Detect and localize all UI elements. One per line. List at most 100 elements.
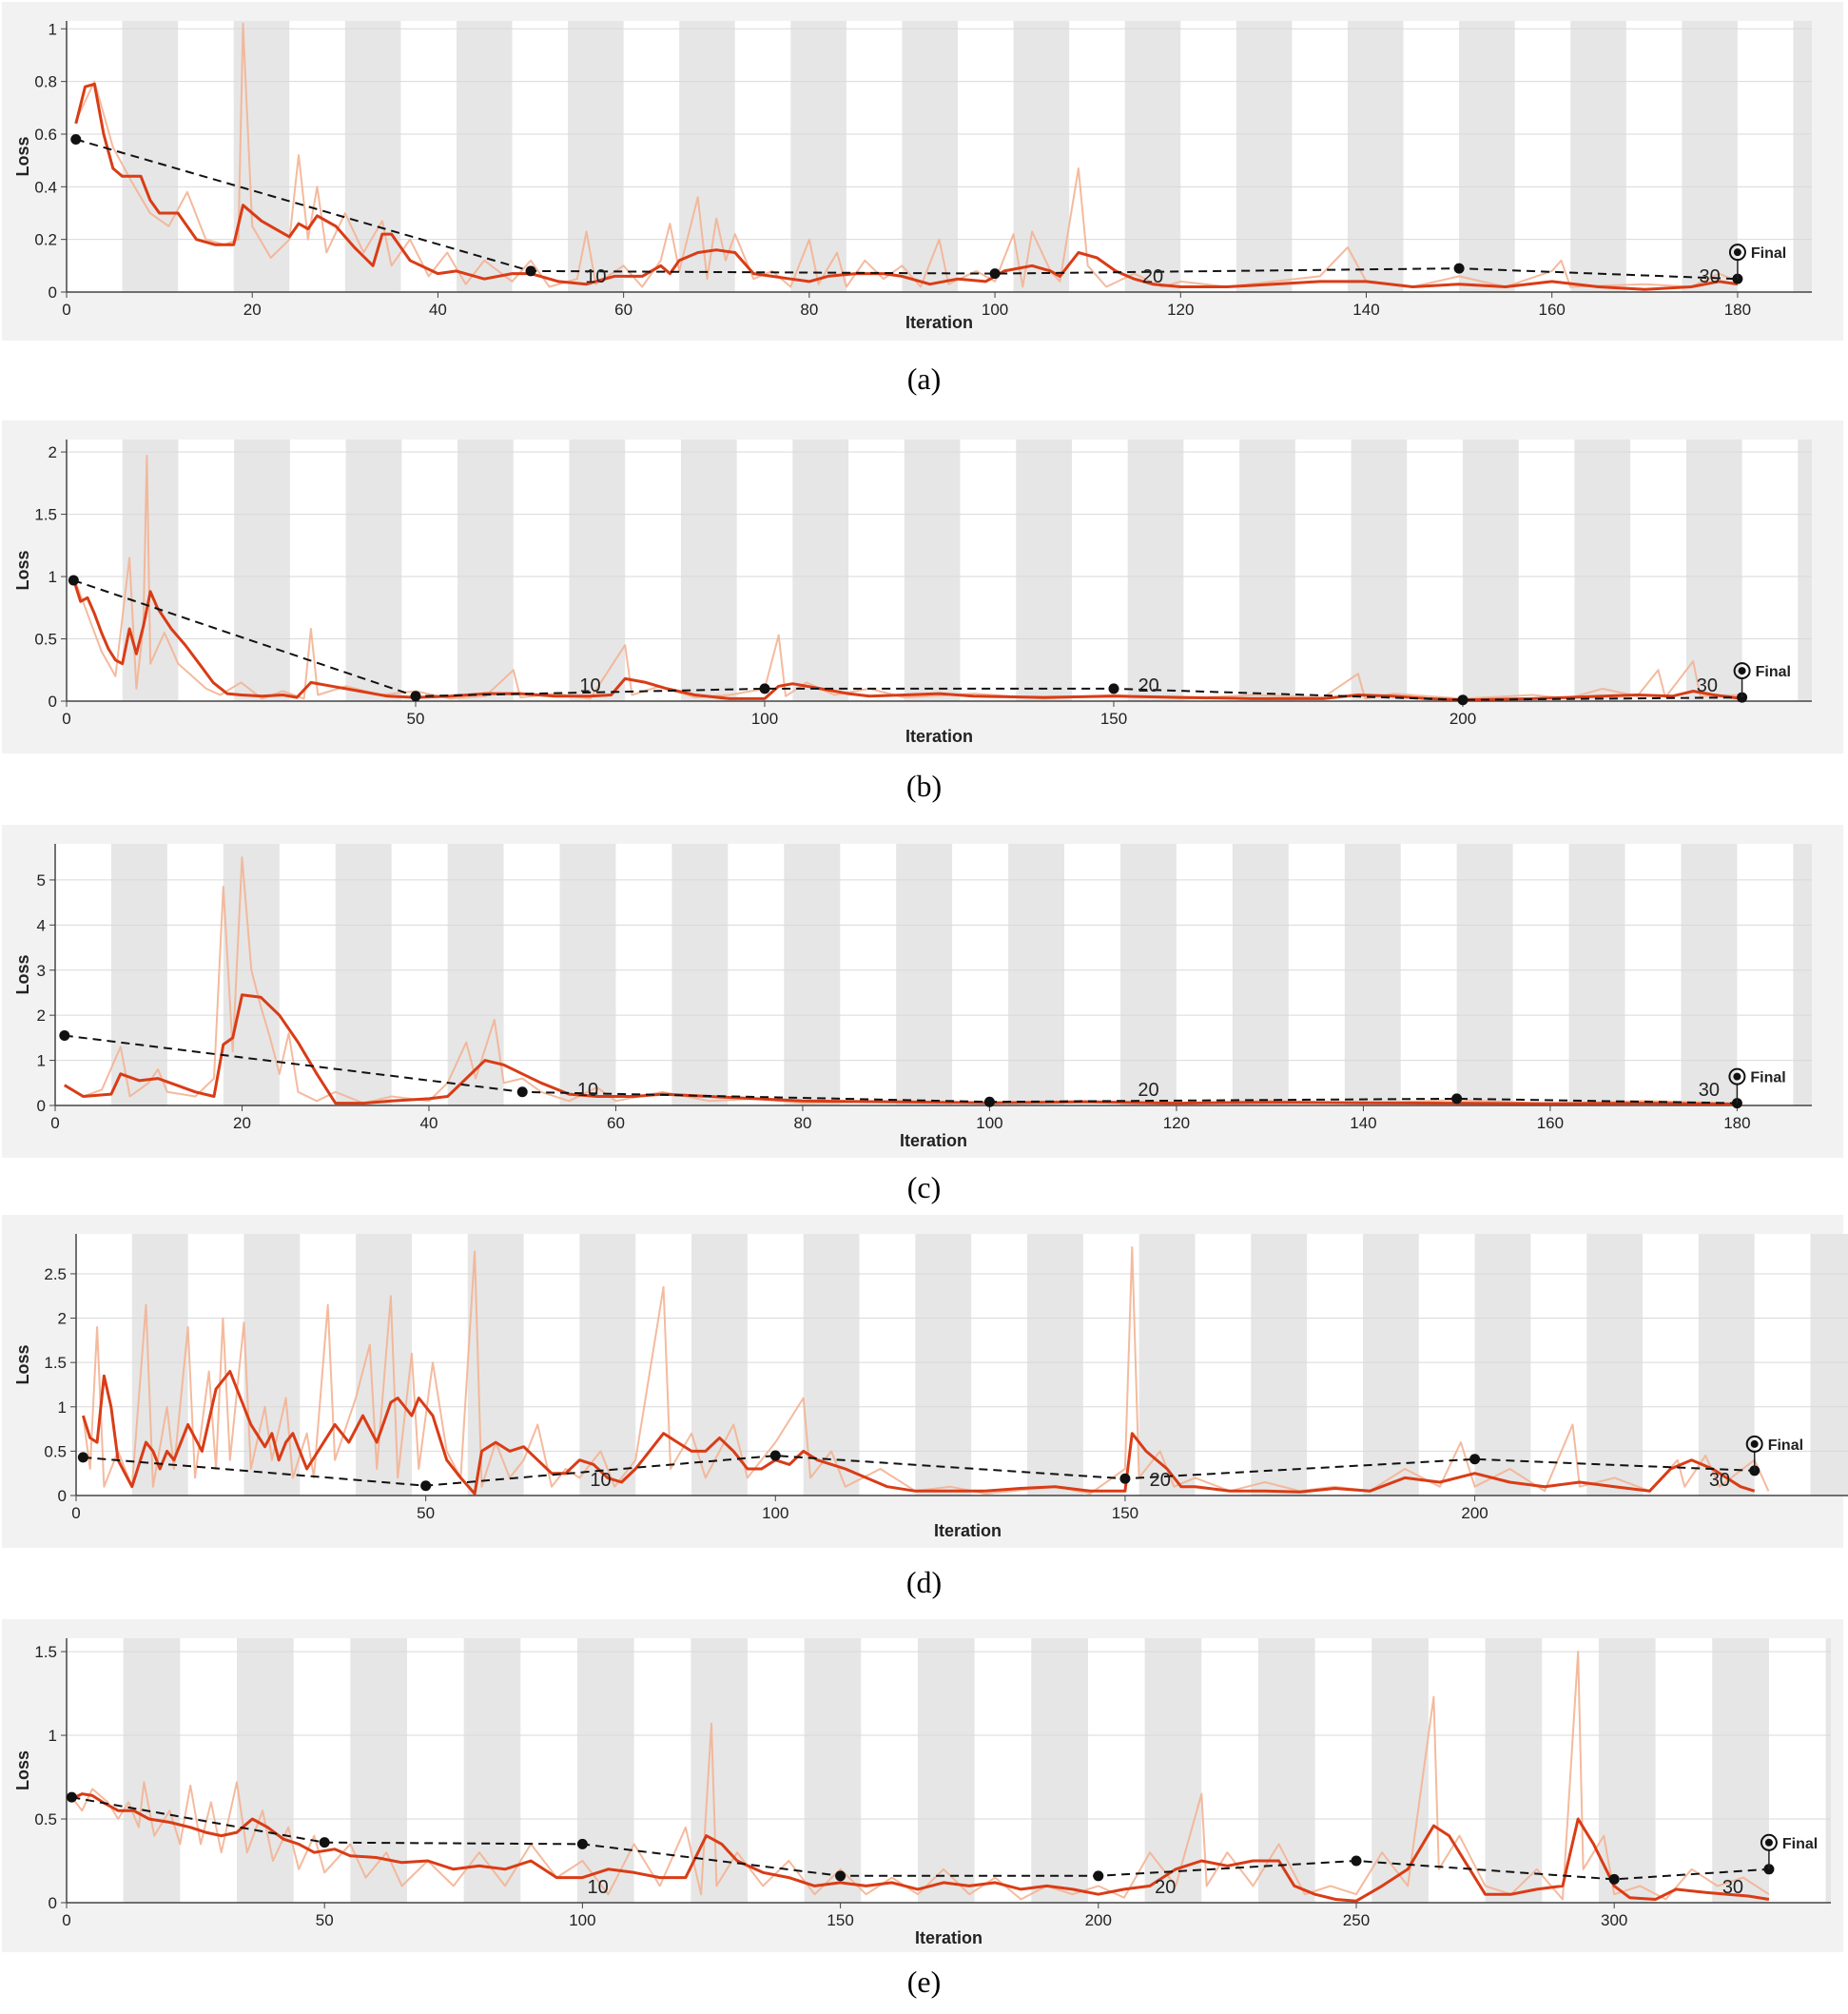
- epoch-band: [457, 440, 514, 701]
- epoch-label: 10: [588, 1877, 609, 1898]
- epoch-band: [335, 844, 392, 1105]
- validation-loss-line: [75, 138, 1738, 281]
- y-tick-label: 0.2: [34, 231, 57, 249]
- validation-point: [835, 1870, 846, 1882]
- x-tick-label: 0: [50, 1114, 59, 1132]
- raw-loss-line: [72, 455, 1742, 700]
- epoch-band: [1031, 1638, 1088, 1903]
- validation-point: [769, 1450, 781, 1461]
- epoch-band: [1825, 1638, 1831, 1903]
- validation-point: [1453, 263, 1465, 274]
- x-tick-label: 180: [1724, 301, 1751, 319]
- validation-loss-line: [83, 1455, 1755, 1487]
- epoch-label: 20: [1142, 266, 1163, 287]
- raw-loss-line: [70, 1651, 1770, 1901]
- epoch-band: [917, 1638, 975, 1903]
- x-tick-label: 200: [1461, 1504, 1488, 1522]
- final-label: Final: [1756, 664, 1791, 680]
- final-marker-ring: [1733, 662, 1751, 680]
- epoch-band: [1681, 844, 1738, 1105]
- caption-b: (b): [905, 769, 943, 803]
- y-tick-label: 2: [58, 1310, 67, 1328]
- y-tick-label: 2.5: [44, 1265, 67, 1283]
- epoch-label: 30: [1709, 1470, 1730, 1491]
- loss-chart-e: 0 0.5 1 1.5 0 50 100 150 200 250 300 Iteration Loss 1…: [2, 1619, 1843, 1952]
- epoch-band: [679, 21, 735, 292]
- epoch-band: [1456, 844, 1513, 1105]
- epoch-band: [559, 844, 616, 1105]
- x-tick-label: 150: [1112, 1504, 1138, 1522]
- y-tick-label: 0.5: [34, 1810, 57, 1828]
- x-tick-label: 120: [1167, 301, 1194, 319]
- final-marker-ring: [1745, 1435, 1763, 1453]
- validation-point: [410, 691, 421, 702]
- smoothed-loss-line: [74, 82, 1739, 291]
- x-tick-label: 0: [62, 710, 70, 728]
- y-tick-label: 2: [49, 443, 57, 461]
- x-axis-title: Iteration: [934, 1521, 1002, 1540]
- smoothed-loss-line: [81, 1370, 1756, 1496]
- validation-point: [319, 1837, 330, 1848]
- epoch-band: [1344, 844, 1401, 1105]
- y-axis-title: Loss: [13, 550, 32, 590]
- validation-point: [1457, 694, 1469, 706]
- y-tick-label: 1: [37, 1052, 46, 1070]
- y-axis-title: Loss: [13, 954, 32, 994]
- final-marker-dot: [1733, 1072, 1741, 1081]
- epoch-band: [1685, 440, 1742, 701]
- x-axis-title: Iteration: [905, 727, 973, 746]
- validation-point: [516, 1086, 528, 1098]
- epoch-band: [1362, 1234, 1419, 1496]
- epoch-band: [569, 440, 626, 701]
- validation-point: [66, 1791, 77, 1803]
- epoch-band: [1459, 21, 1515, 292]
- epoch-label: 20: [1138, 675, 1159, 696]
- loss-chart-a: 00.20.40.60.810 20 40 60 80 100 120 140 160 180It…: [2, 2, 1843, 341]
- validation-point: [989, 268, 1001, 280]
- epoch-band: [1013, 21, 1070, 292]
- final-marker-ring: [1728, 1067, 1746, 1085]
- epoch-band: [1371, 1638, 1429, 1903]
- validation-point: [1108, 683, 1119, 694]
- epoch-band: [1793, 844, 1812, 1105]
- x-tick-label: 100: [569, 1911, 595, 1929]
- epoch-band: [467, 1234, 524, 1496]
- final-marker-dot: [1750, 1439, 1759, 1448]
- validation-point: [1469, 1454, 1481, 1465]
- x-tick-label: 40: [429, 301, 447, 319]
- epoch-label: 10: [585, 266, 606, 287]
- x-tick-label: 100: [976, 1114, 1002, 1132]
- validation-loss-line: [71, 1796, 1769, 1881]
- validation-point: [576, 1838, 588, 1849]
- epoch-band: [1251, 1234, 1308, 1496]
- x-tick-label: 100: [982, 301, 1008, 319]
- epoch-band: [1485, 1638, 1543, 1903]
- y-tick-label: 1: [49, 20, 57, 38]
- smoothed-loss-line: [64, 993, 1738, 1106]
- epoch-band: [1232, 844, 1289, 1105]
- epoch-label: 30: [1699, 1080, 1720, 1101]
- epoch-band: [671, 844, 729, 1105]
- validation-loss-line: [72, 579, 1742, 701]
- loss-chart-c: 0 1 2 3 4 5 0 20 40 60 80 100 120 140 160 180 Iteration L…: [2, 825, 1843, 1158]
- x-axis-title: Iteration: [905, 313, 973, 332]
- x-tick-label: 0: [62, 1911, 70, 1929]
- y-tick-label: 0.5: [34, 631, 57, 649]
- epoch-band: [344, 21, 401, 292]
- epoch-band: [456, 21, 513, 292]
- epoch-bands: [131, 1234, 1848, 1496]
- x-tick-label: 80: [800, 301, 818, 319]
- validation-point: [525, 265, 536, 277]
- epoch-band: [1239, 440, 1295, 701]
- final-marker-dot: [1733, 248, 1741, 257]
- epoch-band: [1347, 21, 1404, 292]
- validation-point: [420, 1480, 432, 1492]
- validation-point: [68, 575, 79, 586]
- epoch-band: [1574, 440, 1631, 701]
- y-tick-label: 1.5: [34, 1643, 57, 1661]
- epoch-band: [1793, 21, 1812, 292]
- epoch-band: [1474, 1234, 1531, 1496]
- epoch-bands: [123, 1638, 1831, 1903]
- y-axis-title: Loss: [13, 1344, 32, 1384]
